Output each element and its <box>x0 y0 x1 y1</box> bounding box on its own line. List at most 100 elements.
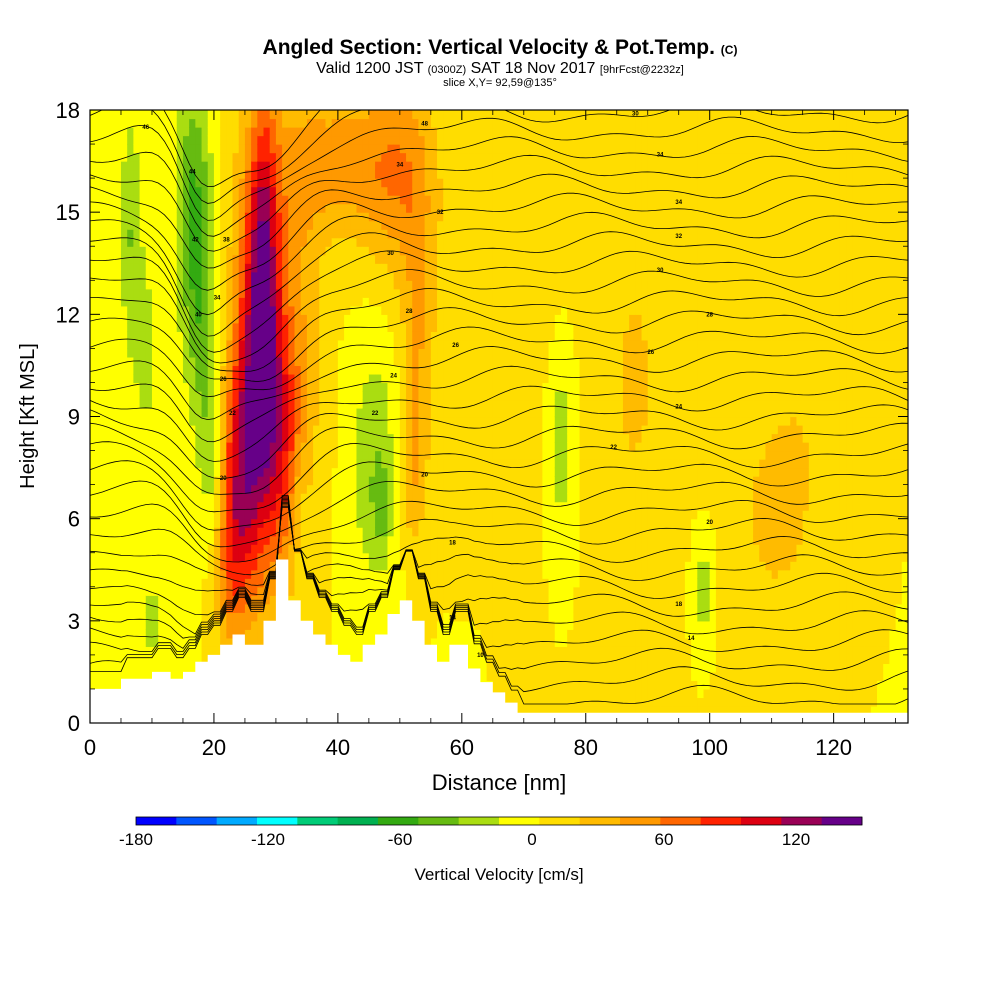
velocity-cell <box>306 127 314 137</box>
velocity-cell <box>437 356 444 367</box>
velocity-cell <box>356 654 364 664</box>
velocity-cell <box>96 288 103 298</box>
velocity-cell <box>505 595 512 605</box>
velocity-cell <box>108 390 116 401</box>
velocity-cell <box>282 493 289 503</box>
velocity-cell <box>300 407 308 418</box>
velocity-cell <box>511 339 519 349</box>
velocity-cell <box>375 339 382 349</box>
velocity-cell <box>344 595 351 605</box>
velocity-cell <box>133 654 141 664</box>
velocity-cell <box>139 135 147 145</box>
velocity-cell <box>139 348 147 358</box>
velocity-cell <box>220 450 227 460</box>
velocity-cell <box>505 322 512 332</box>
velocity-cell <box>368 518 376 528</box>
velocity-cell <box>393 382 401 392</box>
velocity-cell <box>424 467 432 477</box>
velocity-cell <box>399 220 407 230</box>
velocity-cell <box>108 203 116 213</box>
velocity-cell <box>207 195 215 205</box>
velocity-cell <box>399 288 407 298</box>
velocity-cell <box>90 263 97 273</box>
velocity-cell <box>176 586 184 596</box>
velocity-cell <box>201 620 209 630</box>
velocity-cell <box>492 433 500 443</box>
velocity-cell <box>412 535 420 545</box>
velocity-cell <box>455 416 463 426</box>
velocity-cell <box>102 339 110 349</box>
velocity-cell <box>201 348 209 358</box>
velocity-cell <box>412 178 420 188</box>
velocity-cell <box>474 263 482 273</box>
velocity-cell <box>393 510 401 520</box>
velocity-cell <box>288 229 296 239</box>
velocity-cell <box>139 220 147 230</box>
velocity-cell <box>505 127 512 137</box>
velocity-cell <box>294 382 302 392</box>
velocity-cell <box>207 356 215 367</box>
velocity-cell <box>424 246 432 256</box>
velocity-cell <box>244 467 252 477</box>
velocity-cell <box>145 612 153 622</box>
velocity-cell <box>170 518 178 528</box>
velocity-cell <box>182 493 190 503</box>
velocity-cell <box>127 169 134 179</box>
velocity-cell <box>151 390 159 401</box>
velocity-cell <box>443 425 451 435</box>
velocity-cell <box>133 305 141 315</box>
velocity-cell <box>437 646 444 656</box>
velocity-cell <box>461 399 469 409</box>
velocity-cell <box>139 263 147 273</box>
velocity-cell <box>337 152 345 162</box>
velocity-cell <box>238 620 246 630</box>
velocity-cell <box>511 254 519 264</box>
velocity-cell <box>213 373 221 384</box>
velocity-cell <box>319 382 327 392</box>
velocity-cell <box>244 382 252 392</box>
velocity-cell <box>430 535 438 545</box>
velocity-cell <box>151 493 159 503</box>
velocity-cell <box>325 620 333 630</box>
velocity-cell <box>461 356 469 367</box>
velocity-cell <box>480 552 488 562</box>
velocity-cell <box>164 510 172 520</box>
velocity-cell <box>244 118 252 128</box>
velocity-cell <box>486 331 494 341</box>
velocity-cell <box>319 552 327 562</box>
velocity-cell <box>244 476 252 486</box>
velocity-cell <box>313 178 320 188</box>
velocity-cell <box>313 339 320 349</box>
velocity-cell <box>406 322 413 332</box>
velocity-cell <box>127 263 134 273</box>
velocity-cell <box>282 484 289 494</box>
velocity-cell <box>114 178 122 188</box>
velocity-cell <box>257 569 265 579</box>
velocity-cell <box>505 365 512 375</box>
velocity-cell <box>368 552 376 562</box>
velocity-cell <box>176 459 184 469</box>
velocity-cell <box>133 637 141 647</box>
velocity-cell <box>362 425 370 435</box>
velocity-cell <box>238 527 246 537</box>
velocity-cell <box>399 484 407 494</box>
velocity-cell <box>350 493 358 503</box>
velocity-cell <box>238 407 246 418</box>
velocity-cell <box>443 407 451 418</box>
velocity-cell <box>96 373 103 384</box>
velocity-cell <box>145 425 153 435</box>
velocity-cell <box>325 297 333 307</box>
velocity-cell <box>96 118 103 128</box>
velocity-cell <box>90 237 97 247</box>
velocity-cell <box>492 161 500 171</box>
velocity-cell <box>145 280 153 290</box>
velocity-cell <box>251 135 258 145</box>
velocity-cell <box>127 620 134 630</box>
velocity-cell <box>269 331 277 341</box>
velocity-cell <box>399 442 407 452</box>
velocity-cell <box>325 288 333 298</box>
velocity-cell <box>486 144 494 154</box>
velocity-cell <box>120 229 128 239</box>
velocity-cell <box>437 195 444 205</box>
velocity-cell <box>344 373 351 384</box>
